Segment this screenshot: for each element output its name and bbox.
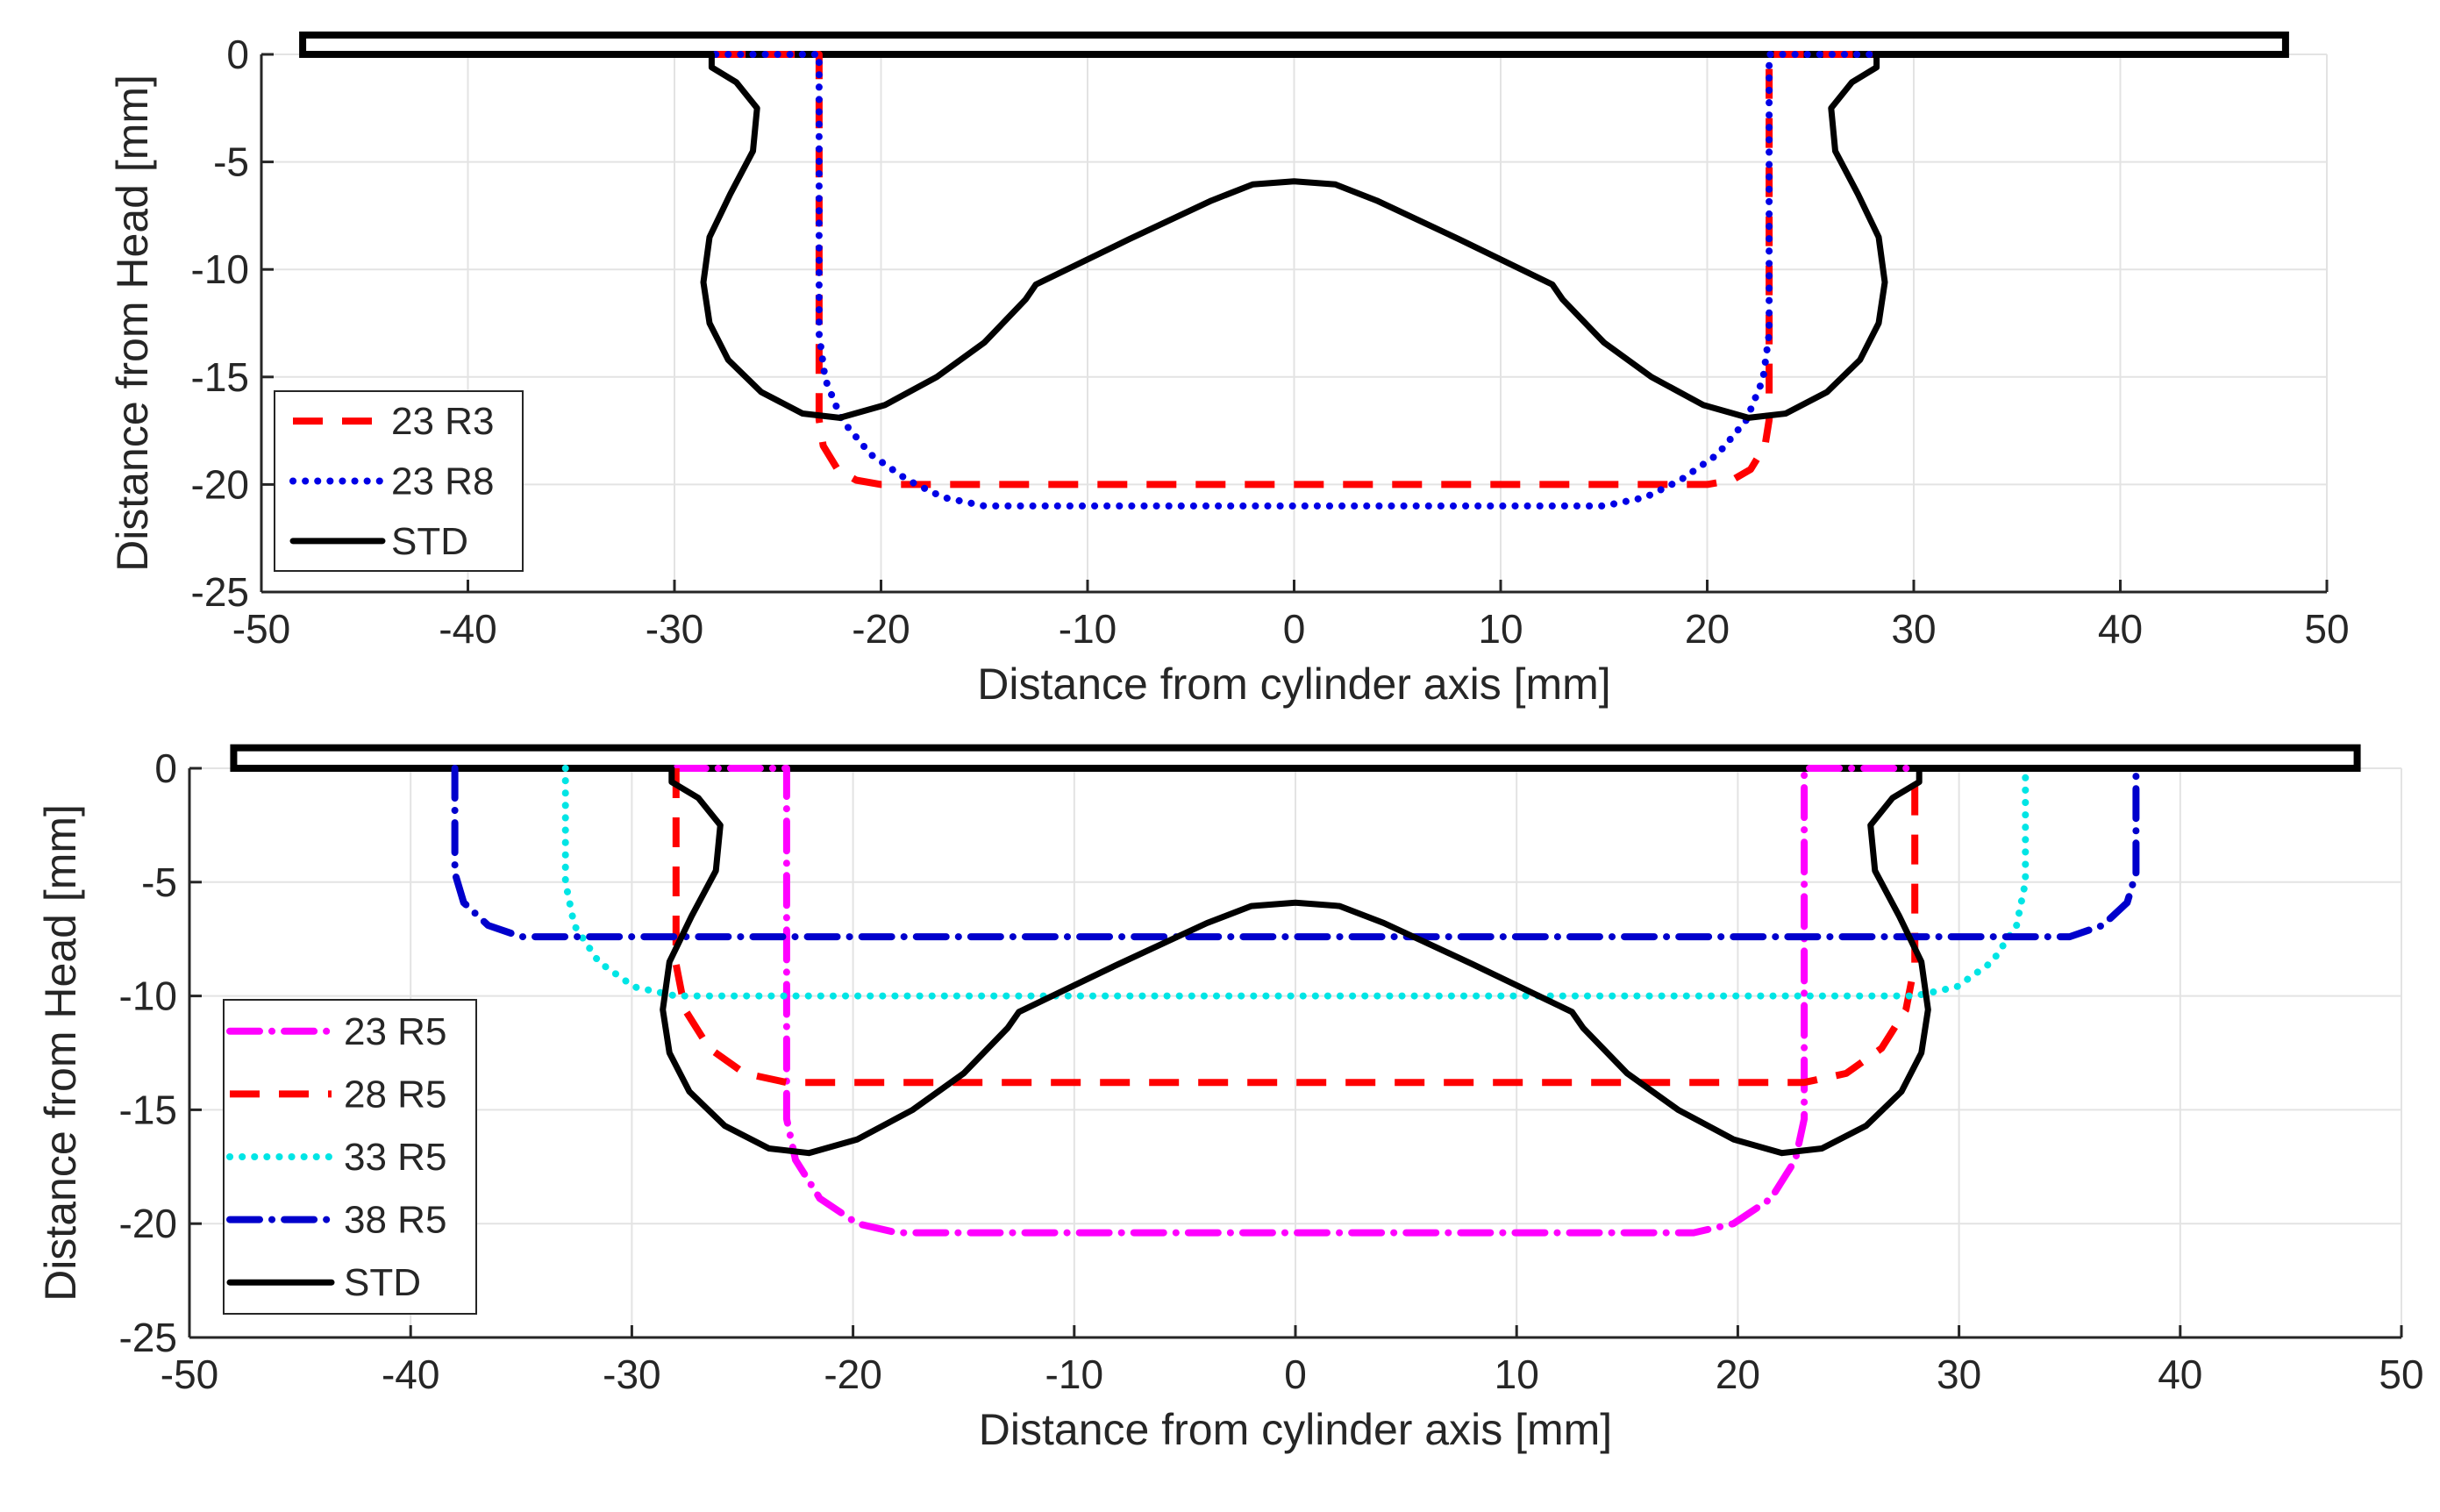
y-tick-label: -25 [191,569,249,615]
y-tick-label: -10 [191,246,249,292]
x-tick-label: 30 [1891,606,1936,652]
y-axis-label: Distance from Head [mm] [36,804,85,1302]
x-tick-label: -10 [1045,1352,1103,1397]
x-tick-label: -40 [382,1352,439,1397]
legend-label: 28 R5 [344,1073,446,1116]
legend-label: 33 R5 [344,1136,446,1179]
series-23-r3 [716,51,1873,489]
y-tick-label: -10 [119,974,177,1019]
x-tick-label: -10 [1059,606,1117,652]
legend-label: 23 R5 [344,1010,446,1053]
x-tick-label: 20 [1685,606,1730,652]
legend-label: 23 R8 [391,460,494,503]
y-tick-label: -20 [119,1201,177,1246]
y-tick-label: -5 [213,139,249,185]
y-tick-label: -5 [141,859,177,905]
x-axis-label: Distance from cylinder axis [mm] [979,1405,1612,1454]
y-tick-label: -15 [191,354,249,400]
legend-label: STD [344,1261,421,1304]
x-tick-label: -40 [439,606,496,652]
legend: 23 R3 23 R8 STD [274,390,524,572]
x-tick-label: 20 [1716,1352,1760,1397]
series-33-r5 [561,765,2030,1000]
x-tick-label: 0 [1283,606,1306,652]
chart-top: -50 -40 -30 -20 -10 0 10 20 30 40 50 0 -5 -10 -15 -20 -2… [108,31,2350,709]
x-tick-label: -30 [646,606,703,652]
grid [260,53,2328,593]
x-tick-label: -50 [232,606,290,652]
series-std [700,51,1888,421]
y-tick-label: -20 [191,461,249,507]
x-tick-label: -30 [603,1352,660,1397]
x-tick-label: 40 [2098,606,2143,652]
x-tick-label: -20 [824,1352,881,1397]
x-tick-label: -50 [161,1352,218,1397]
y-tick-label: -25 [119,1315,177,1360]
x-axis-label: Distance from cylinder axis [mm] [977,660,1610,709]
series-28-r5 [672,768,1919,1087]
legend: 23 R5 28 R5 33 R5 38 R5 STD [223,999,477,1315]
cylinder-head [230,744,2361,772]
x-tick-label: 40 [2158,1352,2202,1397]
y-tick-label: -15 [119,1087,177,1132]
y-axis-label: Distance from Head [mm] [108,75,157,572]
cylinder-head [299,31,2289,58]
chart-bottom: -50 -40 -30 -20 -10 0 10 20 30 40 50 0 -5 -10 -15 -20 -2… [36,744,2424,1454]
x-tick-label: 10 [1495,1352,1539,1397]
series-23-r5 [672,765,1919,1237]
y-tick-label: 0 [154,745,177,791]
y-tick-label: 0 [226,32,249,77]
x-tick-label: 0 [1284,1352,1307,1397]
x-tick-label: 50 [2304,606,2349,652]
series-38-r5 [451,765,2140,941]
x-tick-label: 10 [1478,606,1523,652]
x-tick-label: -20 [852,606,910,652]
series-23-r8 [712,51,1876,510]
series-std [660,765,1931,1157]
legend-label: 23 R3 [391,400,494,443]
x-tick-label: 30 [1937,1352,1981,1397]
legend-label: 38 R5 [344,1199,446,1242]
legend-label: STD [391,520,468,563]
x-tick-label: 50 [2379,1352,2423,1397]
